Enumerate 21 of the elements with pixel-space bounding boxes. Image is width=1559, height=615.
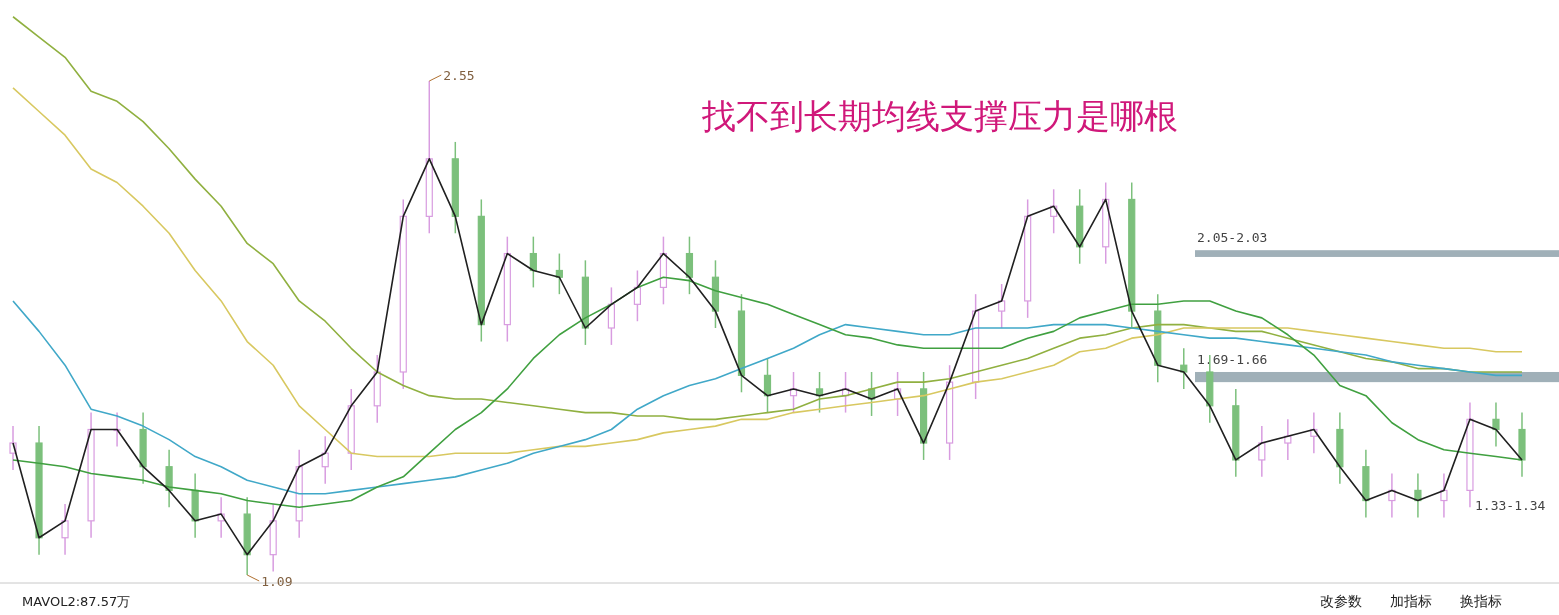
candlestick [1440,472,1448,519]
text: 加指标 [1390,593,1432,609]
candlestick [633,269,642,322]
candlestick [1388,472,1396,519]
text: 改参数 [1320,593,1362,609]
candlestick [165,449,173,509]
text: 换指标 [1460,593,1502,609]
annotation: 1.09 [261,573,293,589]
candlestick [607,286,615,346]
candlestick [685,235,694,295]
candlestick [998,283,1006,329]
text: 找不到长期均线支撑压力是哪根 [701,96,1178,136]
candlestick [1258,425,1266,478]
annotation: 1.33-1.34 [1475,498,1546,513]
annotation: 2.55 [443,68,475,84]
text: MAVOL2:87.57万 [22,594,131,609]
band-label: 2.05-2.03 [1197,230,1268,246]
candlestick [529,235,537,289]
candlestick [1492,401,1500,448]
candlestick [1414,472,1422,519]
candlestick [61,503,69,556]
